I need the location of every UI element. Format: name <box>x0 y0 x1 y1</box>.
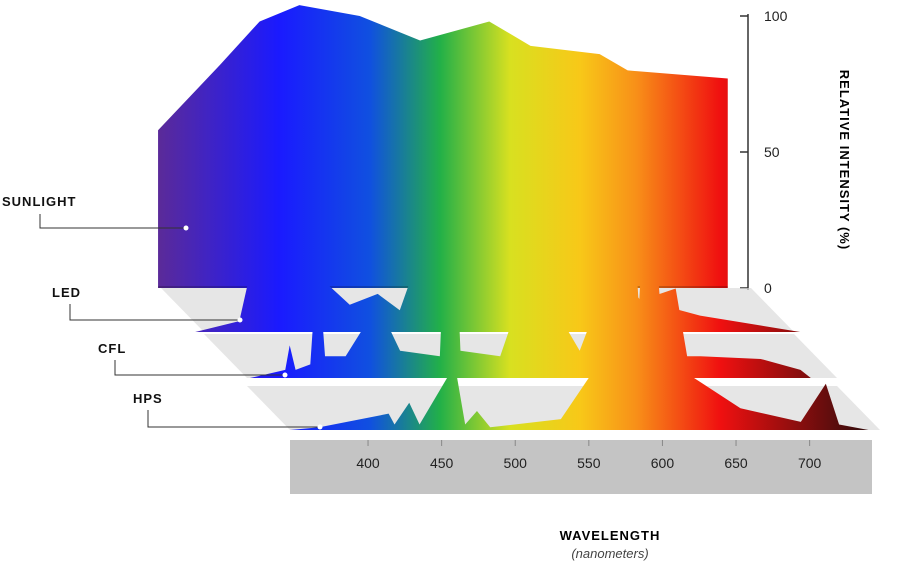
leader-dot <box>317 424 323 430</box>
x-axis-subtitle: (nanometers) <box>571 546 648 561</box>
spectrum-area <box>249 100 811 378</box>
x-axis-band <box>290 440 872 494</box>
x-tick-label: 550 <box>577 455 601 471</box>
y-tick-label: 100 <box>764 8 788 24</box>
leader-line <box>147 410 320 428</box>
x-tick-label: 600 <box>651 455 675 471</box>
y-tick-label: 0 <box>764 280 772 296</box>
x-tick-label: 450 <box>430 455 454 471</box>
x-tick-label: 700 <box>798 455 822 471</box>
leader-dot <box>237 317 243 323</box>
x-tick-label: 500 <box>504 455 528 471</box>
leader-line <box>69 304 240 321</box>
legend-label: LED <box>52 285 81 300</box>
y-axis-title: RELATIVE INTENSITY (%) <box>837 70 852 250</box>
legend-label: HPS <box>133 391 163 406</box>
y-tick-label: 50 <box>764 144 780 160</box>
leader-dot <box>183 225 189 231</box>
legend-label: CFL <box>98 341 126 356</box>
spectrum-area <box>195 54 801 333</box>
leader-line <box>39 214 186 229</box>
x-tick-label: 400 <box>356 455 380 471</box>
x-tick-label: 650 <box>724 455 748 471</box>
leader-line <box>114 360 285 376</box>
legend-label: SUNLIGHT <box>2 194 76 209</box>
leader-dot <box>282 372 288 378</box>
x-axis-title: WAVELENGTH <box>560 528 661 543</box>
